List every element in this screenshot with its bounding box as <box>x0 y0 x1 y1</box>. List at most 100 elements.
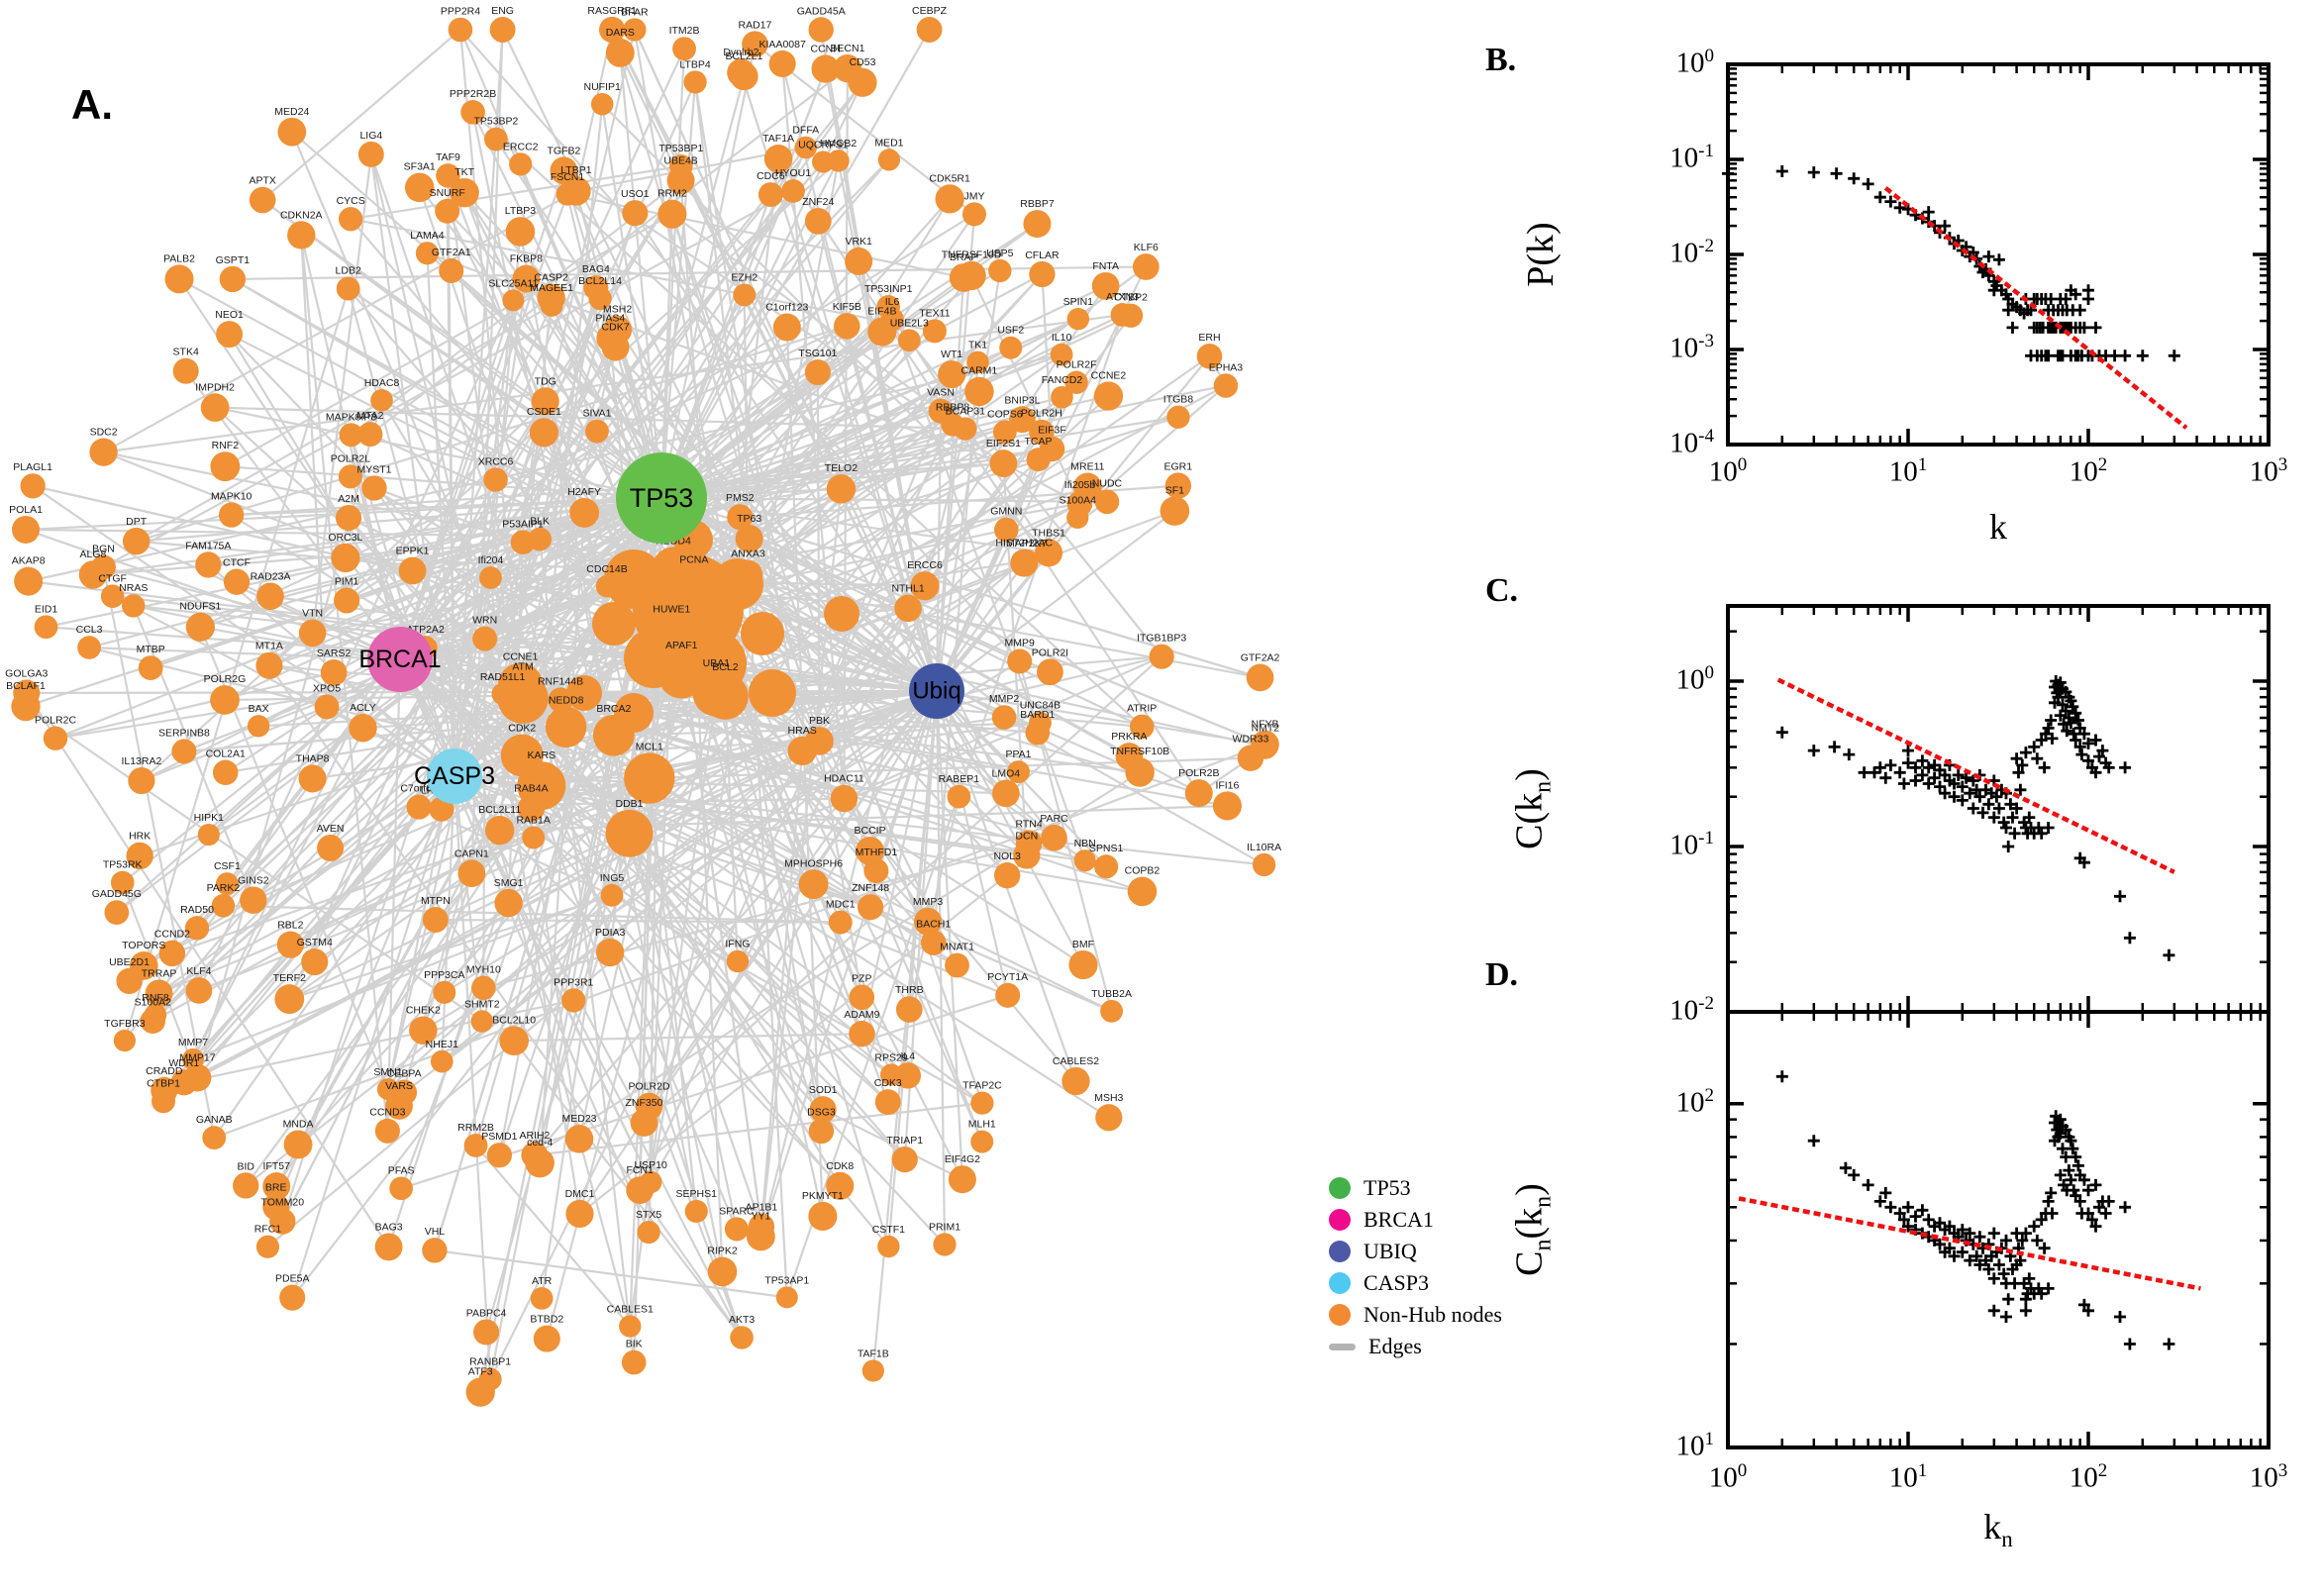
network-node <box>471 975 496 1001</box>
network-node <box>880 307 904 332</box>
network-node <box>1164 472 1192 499</box>
network-node-label: BTBD2 <box>530 1314 563 1326</box>
network-node <box>1028 711 1052 735</box>
network-edge <box>521 754 744 1339</box>
network-node-label: USP5 <box>986 248 1014 259</box>
network-node-label: HIST2H2AC <box>995 538 1053 549</box>
network-node-label: CTBP2 <box>1114 292 1148 304</box>
network-node <box>1006 760 1030 784</box>
network-node <box>1184 779 1213 808</box>
legend-item-edges: Edges <box>1329 1331 1502 1362</box>
network-node-label: ATR <box>532 1275 553 1287</box>
network-node-label: LTBP4 <box>679 58 710 70</box>
panel-d-xtick-label: 102 <box>2069 1460 2108 1494</box>
network-node <box>483 467 508 492</box>
network-node <box>499 1026 530 1056</box>
network-node-label: MSH2 <box>603 304 632 316</box>
network-node-label: TERF2 <box>273 972 306 984</box>
network-edge <box>399 48 686 660</box>
network-node <box>1073 849 1096 872</box>
network-node <box>569 498 600 528</box>
network-node <box>484 127 508 151</box>
network-node <box>486 1143 513 1168</box>
network-edge <box>936 266 1148 692</box>
network-node <box>1110 303 1135 327</box>
network-node <box>1051 385 1073 409</box>
network-node <box>775 1286 798 1309</box>
network-node <box>338 464 362 489</box>
network-edge <box>178 277 938 692</box>
network-node <box>605 38 635 67</box>
network-edge <box>740 72 939 692</box>
nonhub-legend-swatch-icon <box>1329 1304 1351 1326</box>
network-node-label: ITM2B <box>669 25 700 37</box>
network-edge <box>225 465 662 500</box>
network-node <box>742 31 768 57</box>
network-node-label: RPS29 <box>874 1051 907 1063</box>
panel-c-y-axis-title: C(kn) <box>1508 768 1557 849</box>
network-node-label: MRE11 <box>1070 461 1104 473</box>
network-node <box>991 779 1020 808</box>
network-node-label: MTPN <box>421 895 451 907</box>
network-node <box>1125 757 1155 787</box>
network-node <box>249 186 276 214</box>
network-node <box>808 17 834 43</box>
network-node <box>702 673 749 720</box>
network-node <box>158 940 186 967</box>
network-node-label: BCL2L14 <box>578 275 622 287</box>
network-node <box>385 1092 413 1120</box>
casp3-legend-swatch-icon <box>1329 1272 1351 1294</box>
network-node-label: C7orf64 <box>400 783 438 795</box>
network-node-label: RNF8 <box>142 992 169 1004</box>
network-node-label: CCND3 <box>369 1107 405 1119</box>
network-node <box>89 438 118 466</box>
network-node-label: HRAS <box>788 725 817 737</box>
network-node <box>1029 260 1056 288</box>
network-node <box>891 1146 918 1173</box>
network-node <box>525 1147 555 1178</box>
network-node-label: BAX <box>249 703 269 715</box>
network-node-label: ACLY <box>350 702 376 714</box>
panel-b-ytick-label: 100 <box>1675 46 1715 79</box>
network-node-label: CABLES1 <box>607 1303 654 1315</box>
network-node-label: DPT <box>126 516 148 528</box>
legend: TP53 BRCA1 UBIQ CASP3 Non-Hub nodes Edge… <box>1329 1172 1502 1362</box>
network-node-label: SMG1 <box>494 877 524 889</box>
network-node <box>619 1315 642 1338</box>
network-node-label: PZP <box>852 973 871 985</box>
network-edge <box>454 775 744 1339</box>
legend-item-casp3: CASP3 <box>1329 1267 1502 1299</box>
network-node <box>301 948 329 976</box>
network-node-label: ING5 <box>600 872 625 884</box>
network-edge <box>874 690 939 871</box>
network-node <box>845 247 873 275</box>
network-node <box>828 910 853 935</box>
network-node-label: PALB2 <box>163 252 195 264</box>
network-node <box>707 1256 738 1287</box>
network-node-label: PPP3CA <box>424 969 464 981</box>
panel-b-fit-line <box>1883 186 2188 430</box>
network-node-label: IMPDH2 <box>195 381 235 393</box>
network-node-label: LTBP1 <box>560 164 591 176</box>
network-hubs: TP53 BRCA1 Ubiq CASP3 <box>358 452 964 804</box>
network-edge <box>208 658 401 836</box>
network-node <box>145 979 173 1008</box>
network-node <box>727 58 756 87</box>
network-node-label: RTN4 <box>1015 818 1042 830</box>
network-node-label: PPP3R1 <box>554 976 593 988</box>
network-node-label: RABEP1 <box>939 773 980 785</box>
network-node <box>349 714 377 743</box>
network-node <box>964 376 994 407</box>
network-node <box>210 685 240 715</box>
network-node-label: BRCA2 <box>596 703 631 715</box>
network-node-label: KLF6 <box>1134 242 1159 253</box>
network-node-label: UBE2L3 <box>890 317 929 329</box>
network-node-label: FCN1 <box>626 1164 654 1176</box>
network-node <box>415 242 440 265</box>
network-node <box>406 794 432 820</box>
network-node-label: CARM1 <box>961 365 998 377</box>
network-node-label: HMGB2 <box>820 138 858 150</box>
network-node-label: BCL2 <box>712 661 738 673</box>
network-node <box>172 357 199 384</box>
network-node <box>463 1134 488 1157</box>
